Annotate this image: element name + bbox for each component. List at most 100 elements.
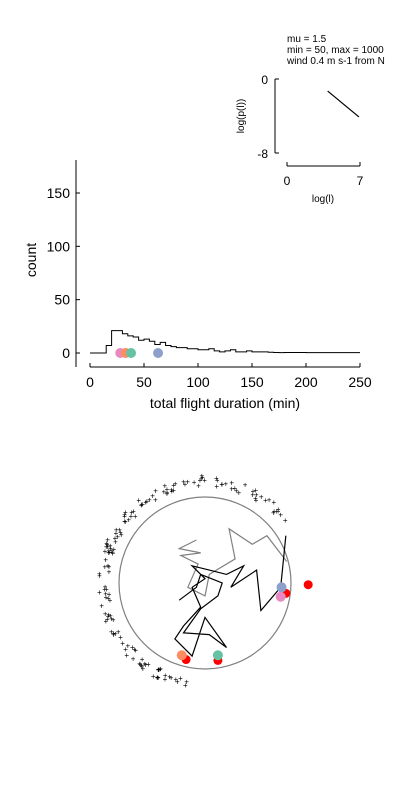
endpoint-cross: + <box>106 562 111 571</box>
endpoint-cross: + <box>229 485 234 494</box>
endpoint-cross: + <box>107 568 112 577</box>
endpoint-cross: + <box>158 665 163 674</box>
endpoint-cross: + <box>140 500 145 509</box>
endpoint-cross: + <box>131 655 136 664</box>
endpoint-cross: + <box>105 542 110 551</box>
endpoint-cross: + <box>133 512 138 521</box>
endpoint-cross: + <box>165 489 170 498</box>
endpoint-cross: + <box>123 508 128 517</box>
inset-power-law-line <box>327 90 360 118</box>
endpoint-cross: + <box>173 479 178 488</box>
endpoint-cross: + <box>111 545 116 554</box>
endpoint-cross: + <box>105 540 110 549</box>
parameter-annotation: mu = 1.5 min = 50, max = 1000 wind 0.4 m… <box>287 34 385 67</box>
endpoint-cross: + <box>140 655 145 664</box>
endpoint-cross: + <box>278 511 283 520</box>
endpoint-cross: + <box>220 480 225 489</box>
endpoint-cross: + <box>139 661 144 670</box>
endpoint-cross: + <box>192 478 197 487</box>
endpoint-cross: + <box>163 671 168 680</box>
map-dots <box>176 580 313 665</box>
hist-y-label: count <box>23 243 39 277</box>
hist-step-line <box>90 330 360 354</box>
endpoint-cross: + <box>104 593 109 602</box>
endpoint-cross: + <box>214 474 219 483</box>
endpoint-cross: + <box>102 562 107 571</box>
endpoint-cross: + <box>132 645 137 654</box>
endpoint-cross: + <box>153 486 158 495</box>
endpoint-cross: + <box>165 485 170 494</box>
hist-x-tick-label: 200 <box>294 374 318 390</box>
endpoint-cross: + <box>250 490 255 499</box>
endpoint-cross: + <box>274 507 279 516</box>
endpoint-cross: + <box>133 646 138 655</box>
endpoint-cross: + <box>153 495 158 504</box>
endpoint-cross: + <box>104 543 109 552</box>
endpoint-cross: + <box>259 492 264 501</box>
colored-dot-0 <box>276 582 287 593</box>
endpoint-cross: + <box>158 665 163 674</box>
endpoint-cross: + <box>271 508 276 517</box>
endpoint-cross: + <box>276 507 281 516</box>
histogram-plot: 0 50 100 150 0 50 100 150 200 250 total flight d… <box>23 160 372 411</box>
endpoint-cross: + <box>233 484 238 493</box>
endpoint-cross: + <box>103 610 108 619</box>
endpoint-cross: + <box>173 675 178 684</box>
endpoint-cross: + <box>155 673 160 682</box>
colored-dot-1 <box>275 591 286 602</box>
endpoint-cross: + <box>97 572 102 581</box>
endpoint-cross: + <box>236 488 241 497</box>
hist-y-tick-label: 150 <box>47 185 71 201</box>
inset-x-tick-label-1: 7 <box>357 174 364 188</box>
endpoint-cross: + <box>139 501 144 510</box>
endpoint-cross: + <box>109 614 114 623</box>
endpoint-cross: + <box>122 510 127 519</box>
hist-x-ticks: 0 50 100 150 200 250 <box>86 363 372 390</box>
endpoint-cross: + <box>131 507 136 516</box>
inset-plot: 0 -8 0 7 log(l) log(p(l)) <box>236 73 364 205</box>
endpoint-cross: + <box>97 588 102 597</box>
endpoint-cross: + <box>123 517 128 526</box>
endpoint-cross: + <box>169 487 174 496</box>
hist-x-tick-label: 0 <box>86 374 94 390</box>
endpoint-cross: + <box>107 562 112 571</box>
endpoint-cross: + <box>105 536 110 545</box>
gray-flight-track <box>177 527 288 597</box>
endpoint-cross: + <box>163 675 168 684</box>
endpoint-cross: + <box>171 486 176 495</box>
endpoint-cross: + <box>106 548 111 557</box>
endpoint-cross: + <box>109 627 114 636</box>
inset-y-tick-label-0: 0 <box>261 73 268 87</box>
endpoint-cross: + <box>169 674 174 683</box>
hist-y-ticks: 0 50 100 150 <box>47 185 80 361</box>
endpoint-cross: + <box>122 512 127 521</box>
endpoint-cross: + <box>283 516 288 525</box>
endpoint-cross: + <box>118 528 123 537</box>
hist-x-label: total flight duration (min) <box>150 395 300 411</box>
endpoint-cross: + <box>104 617 109 626</box>
endpoint-cross: + <box>178 674 183 683</box>
endpoint-cross: + <box>110 549 115 558</box>
endpoint-cross: + <box>108 541 113 550</box>
endpoint-cross: + <box>130 643 135 652</box>
endpoint-cross: + <box>108 544 113 553</box>
endpoint-cross: + <box>111 630 116 639</box>
endpoint-cross: + <box>183 681 188 690</box>
param-min-max: min = 50, max = 1000 <box>287 45 384 56</box>
endpoint-cross: + <box>99 601 104 610</box>
endpoint-cross: + <box>108 611 113 620</box>
endpoint-cross: + <box>151 672 156 681</box>
param-mu: mu = 1.5 <box>287 34 327 45</box>
endpoint-cross: + <box>215 476 220 485</box>
endpoint-cross: + <box>229 478 234 487</box>
endpoint-cross: + <box>143 660 148 669</box>
inset-x-label: log(l) <box>312 194 334 205</box>
endpoint-cross: + <box>117 526 122 535</box>
endpoint-cross: + <box>115 532 120 541</box>
endpoint-cross: + <box>124 651 129 660</box>
inset-y-label: log(p(l)) <box>236 99 247 133</box>
endpoint-cross: + <box>142 659 147 668</box>
hist-x-tick-label: 50 <box>136 374 152 390</box>
endpoint-cross: + <box>139 500 144 509</box>
